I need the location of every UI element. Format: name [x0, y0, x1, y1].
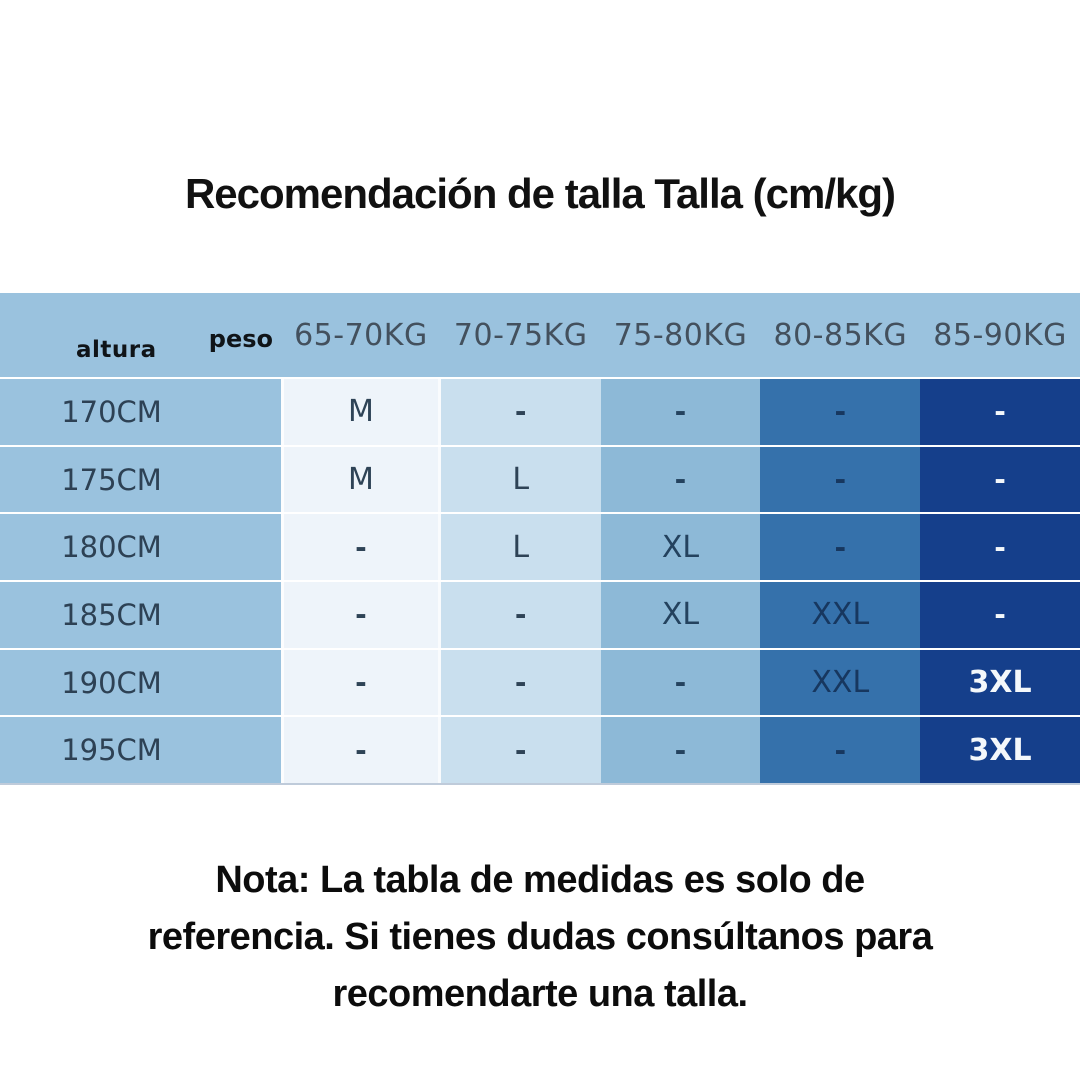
- size-cell: -: [440, 582, 601, 648]
- size-cell: -: [281, 717, 441, 784]
- row-height-label: 185CM: [0, 582, 281, 648]
- note-line: recomendarte una talla.: [332, 973, 748, 1015]
- no-size-dash: -: [994, 395, 1006, 429]
- table-row: 185CM - - XL XXL -: [0, 580, 1080, 648]
- weight-column-header: 70-75KG: [453, 317, 588, 353]
- no-size-dash: -: [994, 463, 1006, 496]
- size-cell: M: [281, 379, 441, 445]
- size-cell: -: [281, 582, 441, 648]
- no-size-dash: -: [994, 530, 1006, 564]
- size-cell: -: [600, 379, 761, 445]
- size-cell: -: [760, 514, 921, 581]
- size-value: XL: [661, 529, 700, 565]
- no-size-dash: -: [355, 598, 367, 632]
- size-cell: M: [281, 446, 441, 513]
- height-axis-label: altura: [76, 337, 157, 363]
- size-value: M: [347, 462, 374, 497]
- table-row: 190CM - - - XXL 3XL: [0, 647, 1080, 716]
- weight-column-header: 80-85KG: [773, 317, 908, 353]
- no-size-dash: -: [834, 463, 847, 496]
- no-size-dash: -: [355, 666, 367, 700]
- size-cell: -: [281, 514, 441, 581]
- reference-note: Nota: La tabla de medidas es solo de refe…: [0, 852, 1080, 1023]
- table-row: 175CM M L - - -: [0, 444, 1080, 513]
- size-cell: -: [281, 649, 441, 716]
- weight-axis-label: peso: [208, 325, 273, 353]
- size-cell: -: [760, 446, 921, 513]
- size-value: L: [512, 529, 530, 565]
- size-cell: -: [440, 717, 601, 784]
- no-size-dash: -: [674, 395, 687, 429]
- table-row: 180CM - L XL - -: [0, 512, 1080, 581]
- row-height-label: 190CM: [0, 649, 281, 716]
- table-body: 170CM M - - - - 175CM M L - - - 180CM - L XL - - 185CM - - XL…: [0, 377, 1080, 784]
- no-size-dash: -: [355, 733, 367, 767]
- row-height-label: 180CM: [0, 514, 281, 581]
- no-size-dash: -: [994, 598, 1006, 632]
- size-value: 3XL: [968, 732, 1032, 768]
- size-cell: -: [920, 379, 1080, 445]
- size-cell: -: [920, 582, 1080, 648]
- row-height-label: 175CM: [0, 446, 281, 513]
- size-value: XL: [661, 597, 700, 633]
- no-size-dash: -: [834, 395, 847, 429]
- weight-column-header: 75-80KG: [613, 317, 748, 353]
- size-cell: -: [440, 649, 601, 716]
- corner-cell: altura peso: [0, 293, 281, 377]
- table-row: 195CM - - - - 3XL: [0, 715, 1080, 784]
- weight-column-header: 65-70KG: [294, 317, 428, 353]
- size-cell: 3XL: [920, 717, 1080, 784]
- no-size-dash: -: [355, 530, 367, 564]
- size-cell: XL: [600, 514, 761, 581]
- no-size-dash: -: [674, 666, 687, 700]
- weight-column-header: 85-90KG: [933, 317, 1067, 353]
- no-size-dash: -: [514, 598, 527, 632]
- no-size-dash: -: [834, 530, 847, 564]
- note-line: referencia. Si tienes dudas consúltanos …: [147, 916, 933, 958]
- size-cell: L: [440, 446, 601, 513]
- size-table: altura peso 65-70KG 70-75KG 75-80KG 80-85KG…: [0, 293, 1080, 785]
- row-height-label: 195CM: [0, 717, 281, 784]
- no-size-dash: -: [674, 463, 687, 496]
- row-height-label: 170CM: [0, 379, 281, 445]
- table-header-row: altura peso 65-70KG 70-75KG 75-80KG 80-85KG…: [0, 293, 1080, 377]
- no-size-dash: -: [514, 666, 527, 700]
- size-value: XXL: [811, 665, 870, 701]
- size-cell: -: [600, 717, 761, 784]
- page-title: Recomendación de talla Talla (cm/kg): [184, 170, 896, 217]
- size-value: M: [347, 394, 374, 430]
- size-cell: L: [440, 514, 601, 581]
- size-value: 3XL: [968, 665, 1032, 701]
- no-size-dash: -: [514, 733, 527, 767]
- size-cell: -: [920, 446, 1080, 513]
- no-size-dash: -: [514, 395, 527, 429]
- size-value: L: [512, 462, 530, 497]
- size-value: XXL: [811, 597, 870, 633]
- table-row: 170CM M - - - -: [0, 377, 1080, 445]
- size-cell: -: [440, 379, 601, 445]
- size-cell: XXL: [760, 582, 921, 648]
- size-cell: -: [760, 379, 921, 445]
- size-cell: -: [920, 514, 1080, 581]
- no-size-dash: -: [674, 733, 687, 767]
- size-cell: XL: [600, 582, 761, 648]
- size-cell: -: [600, 649, 761, 716]
- size-cell: -: [600, 446, 761, 513]
- note-line: Nota: La tabla de medidas es solo de: [215, 859, 865, 901]
- size-cell: -: [760, 717, 921, 784]
- size-cell: XXL: [760, 649, 921, 716]
- size-cell: 3XL: [920, 649, 1080, 716]
- no-size-dash: -: [834, 733, 847, 767]
